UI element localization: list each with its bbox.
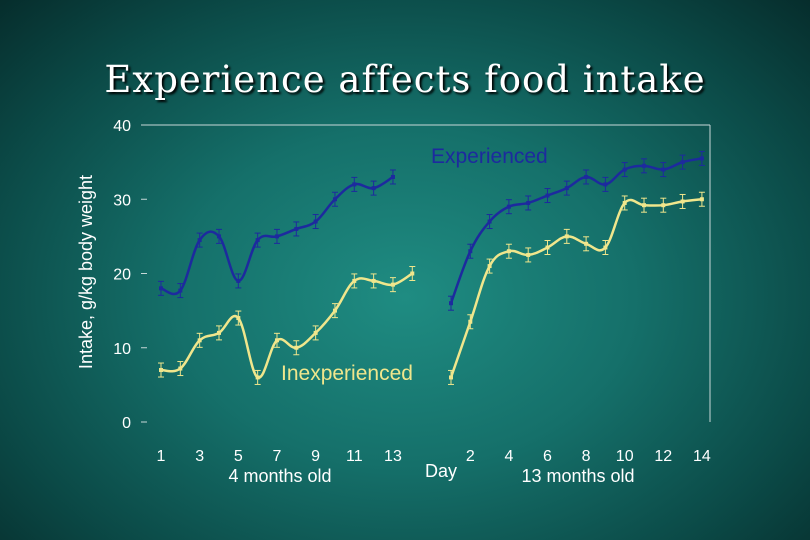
data-point [197, 238, 202, 243]
data-point [468, 319, 473, 324]
x-tick-label: 4 [504, 448, 513, 465]
data-point [332, 197, 337, 202]
data-point [332, 308, 337, 313]
x-tick-label: 1 [157, 448, 166, 465]
data-point [487, 219, 492, 224]
data-point [197, 338, 202, 343]
data-point [680, 160, 685, 165]
y-tick-label: 40 [113, 118, 131, 135]
data-point [390, 174, 395, 179]
data-point [487, 264, 492, 269]
data-point [584, 174, 589, 179]
data-point [274, 234, 279, 239]
data-point [178, 288, 183, 293]
data-point [603, 182, 608, 187]
x-tick-label: 7 [273, 448, 282, 465]
data-point [236, 278, 241, 283]
series-line-inexperienced [160, 272, 413, 379]
x-tick-label: 5 [234, 448, 243, 465]
data-point [699, 156, 704, 161]
data-point [371, 186, 376, 191]
chart-series [158, 150, 705, 385]
x-group-label: 13 months old [521, 466, 634, 486]
data-point [371, 278, 376, 283]
data-point [178, 366, 183, 371]
data-point [468, 249, 473, 254]
y-tick-label: 0 [122, 415, 131, 432]
data-point [642, 203, 646, 208]
series-line-inexperienced [449, 198, 703, 378]
data-point [390, 282, 395, 287]
data-point [545, 193, 550, 198]
x-tick-label: 10 [616, 448, 634, 465]
data-point [622, 200, 627, 205]
data-point [526, 252, 531, 257]
data-point [545, 245, 550, 250]
x-tick-label: 13 [384, 448, 402, 465]
data-point [526, 200, 531, 205]
data-point [352, 182, 357, 187]
data-point [661, 203, 666, 208]
x-tick-label: 9 [311, 448, 320, 465]
x-tick-label: 3 [195, 448, 204, 465]
data-point [216, 330, 221, 335]
x-tick-label: 6 [543, 448, 552, 465]
data-point [274, 338, 279, 343]
data-point [603, 245, 608, 250]
data-point [449, 301, 453, 306]
data-point [680, 199, 685, 204]
data-point [506, 204, 511, 209]
data-point [313, 219, 318, 224]
x-tick-label: 2 [466, 448, 475, 465]
series-label-inexperienced: Inexperienced [281, 362, 413, 385]
x-tick-label: 14 [693, 448, 711, 465]
data-point [622, 167, 627, 172]
data-point [159, 286, 163, 291]
data-point [699, 197, 704, 202]
data-point [410, 271, 415, 276]
series-label-experienced: Experienced [431, 145, 548, 168]
data-point [564, 186, 569, 191]
data-point [449, 375, 453, 380]
data-point [294, 345, 299, 350]
y-tick-label: 10 [113, 341, 131, 358]
chart-labels: Experienced Inexperienced [281, 145, 548, 385]
data-point [506, 249, 511, 254]
y-tick-label: 20 [113, 267, 131, 284]
data-point [564, 234, 569, 239]
data-point [661, 167, 666, 172]
data-point [236, 316, 241, 321]
x-tick-label: 8 [582, 448, 591, 465]
x-axis-label: Day [425, 461, 457, 481]
x-tick-label: 11 [346, 448, 363, 465]
slide-title: Experience affects food intake [104, 58, 706, 101]
y-tick-label: 30 [113, 192, 131, 209]
data-point [313, 330, 318, 335]
data-point [159, 368, 163, 373]
data-point [294, 226, 299, 231]
x-group-label: 4 months old [228, 466, 331, 486]
y-axis-label: Intake, g/kg body weight [76, 175, 96, 369]
series-line-experienced [449, 157, 703, 304]
data-point [216, 234, 221, 239]
data-point [255, 375, 260, 380]
data-point [642, 163, 646, 168]
data-point [352, 278, 357, 283]
data-point [255, 238, 260, 243]
x-tick-label: 12 [654, 448, 672, 465]
data-point [584, 241, 589, 246]
